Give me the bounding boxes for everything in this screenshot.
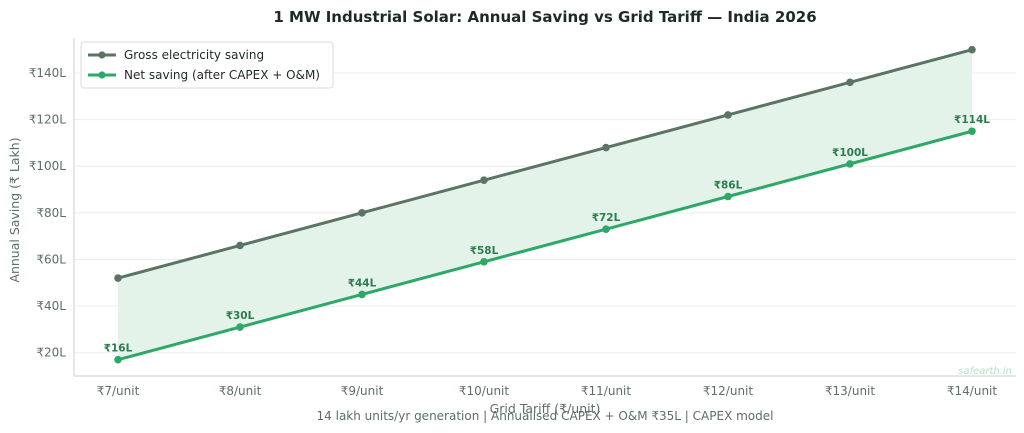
- y-tick-label: ₹80L: [36, 206, 66, 220]
- data-point-net: [846, 160, 854, 168]
- data-label-net: ₹86L: [714, 180, 743, 192]
- x-tick-label: ₹10/unit: [459, 384, 509, 398]
- data-point-net: [114, 355, 122, 364]
- footnote: 14 lakh units/yr generation | Annualised…: [317, 409, 774, 423]
- legend-box: [80, 41, 334, 89]
- data-label-net: ₹72L: [592, 212, 621, 224]
- data-point-net: [236, 323, 244, 331]
- y-tick-label: ₹40L: [36, 299, 66, 313]
- data-label-net: ₹114L: [954, 114, 990, 126]
- data-point-gross: [114, 274, 122, 282]
- watermark-text: safearth.in: [958, 366, 1012, 377]
- data-point-net: [724, 192, 732, 201]
- data-label-net: ₹16L: [104, 343, 133, 355]
- x-tick-label: ₹7/unit: [97, 384, 140, 398]
- y-axis-label: Annual Saving (₹ Lakh): [7, 137, 22, 282]
- data-point-gross: [236, 241, 244, 250]
- data-point-gross: [724, 111, 732, 119]
- data-point-gross: [968, 45, 976, 54]
- y-tick-label: ₹120L: [29, 113, 67, 127]
- x-axis-label: Grid Tariff (₹/unit): [490, 401, 601, 416]
- shaded-region: [118, 49, 972, 360]
- series-layer: [114, 45, 976, 364]
- y-tick-label: ₹100L: [29, 159, 67, 173]
- data-label-net: ₹58L: [470, 245, 499, 257]
- x-tick-label: ₹11/unit: [581, 384, 631, 398]
- axes: [73, 38, 1016, 377]
- y-tick-label: ₹60L: [36, 252, 66, 266]
- x-tick-label: ₹9/unit: [341, 384, 384, 398]
- data-point-gross: [480, 176, 488, 184]
- x-tick-label: ₹14/unit: [947, 384, 997, 398]
- y-tick-label: ₹20L: [36, 346, 66, 360]
- x-tick-label: ₹13/unit: [825, 384, 875, 398]
- data-point-net: [602, 225, 610, 233]
- fill-between-area: [118, 49, 972, 360]
- legend-label-net: Net saving (after CAPEX + O&M): [124, 68, 320, 82]
- data-point-net: [968, 127, 976, 136]
- chart-title: 1 MW Industrial Solar: Annual Saving vs …: [273, 8, 816, 26]
- series-line-gross: [117, 48, 973, 280]
- tick-labels: ₹20L ₹40L ₹60L ₹80L ₹100L ₹120L ₹140L ₹7/unit ₹8…: [29, 66, 998, 398]
- data-point-net: [480, 257, 488, 266]
- series-line-net: [117, 129, 973, 362]
- x-tick-label: ₹12/unit: [703, 384, 753, 398]
- legend-marker-net: [98, 71, 106, 79]
- data-label-net: ₹30L: [226, 310, 255, 322]
- legend: Gross electricity saving Net saving (aft…: [80, 41, 334, 89]
- x-tick-label: ₹8/unit: [219, 384, 262, 398]
- data-label-net: ₹44L: [348, 277, 377, 289]
- data-label-net: ₹100L: [832, 147, 868, 159]
- legend-label-gross: Gross electricity saving: [124, 48, 264, 62]
- legend-marker-gross: [98, 51, 106, 59]
- data-point-gross: [846, 78, 854, 87]
- data-point-net: [358, 290, 366, 299]
- data-point-gross: [602, 143, 610, 152]
- data-point-gross: [358, 209, 366, 217]
- y-tick-label: ₹140L: [29, 66, 67, 80]
- data-labels: ₹16L ₹30L ₹44L ₹58L ₹72L ₹86L ₹100L ₹114L: [104, 114, 991, 354]
